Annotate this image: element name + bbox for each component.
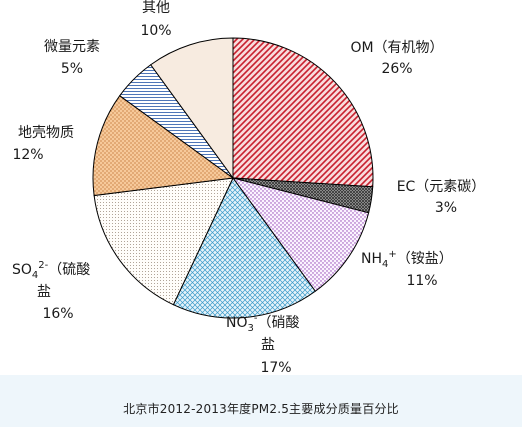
label-so4-value: 16% bbox=[42, 306, 73, 322]
label-no3-name: NO3-（硝酸 bbox=[226, 313, 299, 334]
pie-slice-om bbox=[232, 37, 374, 188]
label-no3-value: 17% bbox=[260, 360, 291, 375]
caption-band bbox=[0, 375, 522, 427]
label-nh4-value: 11% bbox=[406, 273, 437, 289]
label-no3-name-cont: 盐 bbox=[261, 337, 275, 353]
pie-slice-other bbox=[150, 37, 234, 180]
pie-slice-crust bbox=[92, 95, 235, 197]
label-trace-value: 5% bbox=[61, 61, 83, 77]
pie-slice-no3 bbox=[172, 177, 316, 319]
label-om-name: OM（有机物） bbox=[350, 40, 443, 56]
label-trace-name: 微量元素 bbox=[44, 39, 100, 55]
label-crust-name: 地壳物质 bbox=[18, 124, 74, 141]
pie-slices bbox=[92, 37, 374, 319]
label-ec-value: 3% bbox=[435, 200, 457, 216]
label-nh4-name: NH4+（铵盐） bbox=[361, 249, 453, 270]
label-other-value: 10% bbox=[140, 23, 171, 39]
label-other-name: 其他 bbox=[142, 0, 170, 16]
pie-labels: OM（有机物）26%EC（元素碳）3%NH4+（铵盐）11%NO3-（硝酸盐17… bbox=[12, 0, 486, 376]
label-so4-name: SO42-（硫酸 bbox=[12, 260, 90, 281]
label-so4-name-cont: 盐 bbox=[37, 284, 51, 300]
label-om-value: 26% bbox=[381, 61, 412, 77]
label-ec-name: EC（元素碳） bbox=[397, 179, 486, 195]
pie-slice-so4 bbox=[93, 177, 234, 306]
pie-chart: OM（有机物）26%EC（元素碳）3%NH4+（铵盐）11%NO3-（硝酸盐17… bbox=[12, 0, 486, 376]
label-crust-value: 12% bbox=[12, 147, 43, 163]
chart-caption: 北京市2012-2013年度PM2.5主要成分质量百分比 bbox=[123, 402, 399, 416]
pie-slice-nh4 bbox=[231, 177, 370, 292]
chart-area: OM（有机物） 26% EC（元素碳） 3% NH4+（铵盐） 11% NO3-（硝酸盐 17… bbox=[12, 0, 486, 376]
